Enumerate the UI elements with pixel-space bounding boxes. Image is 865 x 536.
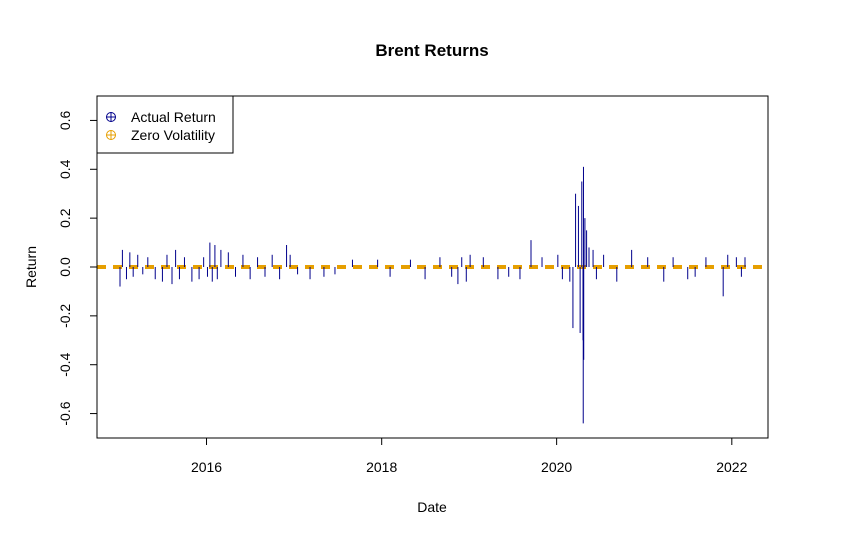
legend: Actual Return Zero Volatility bbox=[96, 95, 234, 154]
y-tick-label: 0.0 bbox=[57, 257, 73, 277]
plot-area bbox=[97, 166, 768, 424]
y-tick-label: 0.4 bbox=[57, 159, 73, 179]
legend-label-actual-return: Actual Return bbox=[131, 109, 216, 125]
legend-box bbox=[96, 95, 234, 154]
y-axis: -0.6 -0.4 -0.2 0.0 0.2 0.4 0.6 bbox=[57, 110, 98, 426]
legend-label-zero-volatility: Zero Volatility bbox=[131, 127, 215, 143]
x-tick-label: 2022 bbox=[716, 459, 747, 475]
y-tick-label: 0.2 bbox=[57, 208, 73, 228]
legend-marker-actual-return bbox=[106, 112, 116, 122]
x-tick-label: 2020 bbox=[541, 459, 572, 475]
x-tick-label: 2018 bbox=[366, 459, 397, 475]
y-tick-label: 0.6 bbox=[57, 110, 73, 130]
y-tick-label: -0.2 bbox=[57, 304, 73, 328]
legend-marker-zero-volatility bbox=[106, 130, 116, 140]
legend-item-zero-volatility: Zero Volatility bbox=[106, 127, 215, 143]
x-axis: 2016 2018 2020 2022 bbox=[191, 437, 748, 475]
legend-item-actual-return: Actual Return bbox=[106, 109, 216, 125]
x-axis-label: Date bbox=[417, 499, 447, 515]
y-tick-label: -0.4 bbox=[57, 352, 73, 376]
x-tick-label: 2016 bbox=[191, 459, 222, 475]
chart-title: Brent Returns bbox=[375, 41, 488, 60]
y-tick-label: -0.6 bbox=[57, 401, 73, 425]
y-axis-label: Return bbox=[23, 246, 39, 288]
